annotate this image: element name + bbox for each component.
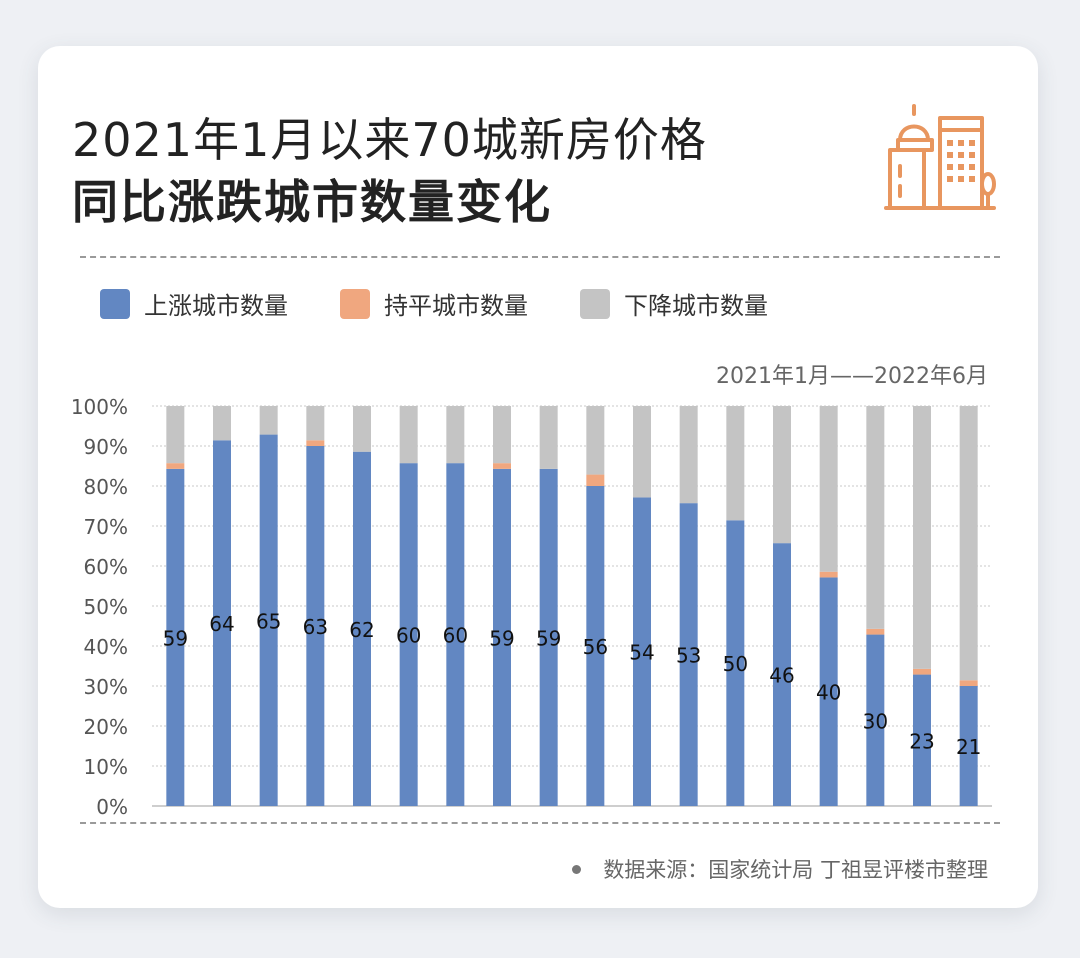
bar-segment-fall [493, 406, 511, 464]
data-label: 54 [629, 641, 654, 665]
bar-segment-rise [679, 503, 698, 806]
data-label: 40 [816, 681, 841, 705]
legend-item-flat: 持平城市数量 [340, 286, 528, 321]
data-label: 59 [163, 626, 188, 650]
bar-segment-fall [913, 406, 931, 669]
bar-segment-fall [446, 406, 465, 464]
y-tick-label: 30% [84, 675, 128, 699]
data-label: 63 [303, 615, 328, 639]
bar-segment-rise [166, 468, 185, 806]
title-line-1: 2021年1月以来70城新房价格 [72, 113, 707, 167]
source-note: 数据来源：国家统计局 丁祖昱评楼市整理 [572, 854, 988, 884]
y-tick-label: 70% [84, 515, 128, 539]
legend-label-fall: 下降城市数量 [624, 292, 768, 320]
bar-segment-flat [306, 440, 325, 446]
bar-segment-fall [166, 406, 185, 464]
data-label: 30 [863, 709, 888, 733]
legend-swatch-flat [340, 288, 370, 319]
y-tick-label: 20% [84, 715, 128, 739]
y-tick-label: 80% [84, 475, 128, 499]
data-label: 62 [349, 618, 374, 642]
top-divider [80, 256, 1000, 258]
bar-segment-flat [819, 571, 838, 578]
source-text: 数据来源：国家统计局 丁祖昱评楼市整理 [603, 858, 988, 882]
y-tick-label: 0% [96, 795, 128, 819]
data-label: 60 [443, 624, 468, 648]
bar-segment-rise [213, 440, 231, 806]
bar-segment-fall [959, 406, 978, 681]
bar-segment-fall [679, 406, 698, 504]
legend-swatch-fall [580, 288, 610, 319]
data-label: 65 [256, 609, 281, 633]
bar-segment-fall [819, 406, 838, 572]
data-label: 59 [536, 626, 561, 650]
bar-segment-fall [306, 406, 325, 441]
bar-segment-rise [633, 497, 651, 806]
bar-segment-fall [726, 406, 745, 521]
bar-segment-rise [353, 451, 371, 806]
bar-segment-rise [259, 434, 278, 806]
building-icon [884, 104, 996, 210]
legend-label-flat: 持平城市数量 [384, 292, 528, 320]
y-tick-label: 60% [84, 555, 128, 579]
data-label: 53 [676, 644, 701, 668]
bar-segment-flat [866, 628, 885, 635]
bar-segment-fall [539, 406, 558, 469]
bar-segment-fall [259, 406, 278, 435]
bottom-divider [80, 822, 1000, 824]
bullet-dot-icon [572, 864, 582, 874]
data-label: 56 [583, 635, 608, 659]
bar-segment-fall [866, 406, 885, 629]
bar-segment-fall [399, 406, 418, 464]
bar-segment-flat [493, 463, 511, 469]
data-label: 64 [209, 612, 234, 636]
bar-segment-flat [166, 463, 185, 469]
data-label: 60 [396, 624, 421, 648]
bar-segment-rise [726, 520, 745, 806]
bar-segment-flat [586, 474, 605, 486]
legend: 上涨城市数量 持平城市数量 下降城市数量 [100, 286, 820, 321]
bar-segment-rise [446, 463, 465, 806]
bar-segment-rise [399, 463, 418, 806]
bar-segment-rise [773, 543, 791, 806]
legend-item-fall: 下降城市数量 [580, 286, 768, 321]
bar-segment-fall [213, 406, 231, 441]
bar-segment-rise [819, 577, 838, 806]
bar-segment-rise [586, 486, 605, 806]
title-line-2: 同比涨跌城市数量变化 [72, 175, 552, 229]
data-label: 23 [909, 729, 934, 753]
y-tick-label: 50% [84, 595, 128, 619]
bar-segment-rise [306, 446, 325, 806]
bar-segment-rise [866, 634, 885, 806]
legend-swatch-rise [100, 288, 130, 319]
bar-segment-flat [959, 680, 978, 686]
bar-segment-flat [913, 668, 931, 675]
legend-item-rise: 上涨城市数量 [100, 286, 288, 321]
bar-segment-fall [633, 406, 651, 498]
data-label: 21 [956, 735, 981, 759]
legend-label-rise: 上涨城市数量 [144, 292, 288, 320]
bar-segment-fall [586, 406, 605, 475]
data-label: 59 [489, 626, 514, 650]
bar-segment-fall [353, 406, 371, 452]
bar-segment-rise [913, 674, 931, 806]
y-tick-label: 100% [71, 395, 128, 419]
bar-segment-rise [959, 686, 978, 806]
period-label: 2021年1月——2022年6月 [716, 364, 988, 389]
y-tick-label: 40% [84, 635, 128, 659]
bar-segment-rise [539, 468, 558, 806]
y-tick-label: 10% [84, 755, 128, 779]
bar-segment-rise [493, 468, 511, 806]
data-label: 50 [723, 652, 748, 676]
y-tick-label: 90% [84, 435, 128, 459]
bar-segment-fall [773, 406, 791, 544]
data-label: 46 [769, 664, 794, 688]
